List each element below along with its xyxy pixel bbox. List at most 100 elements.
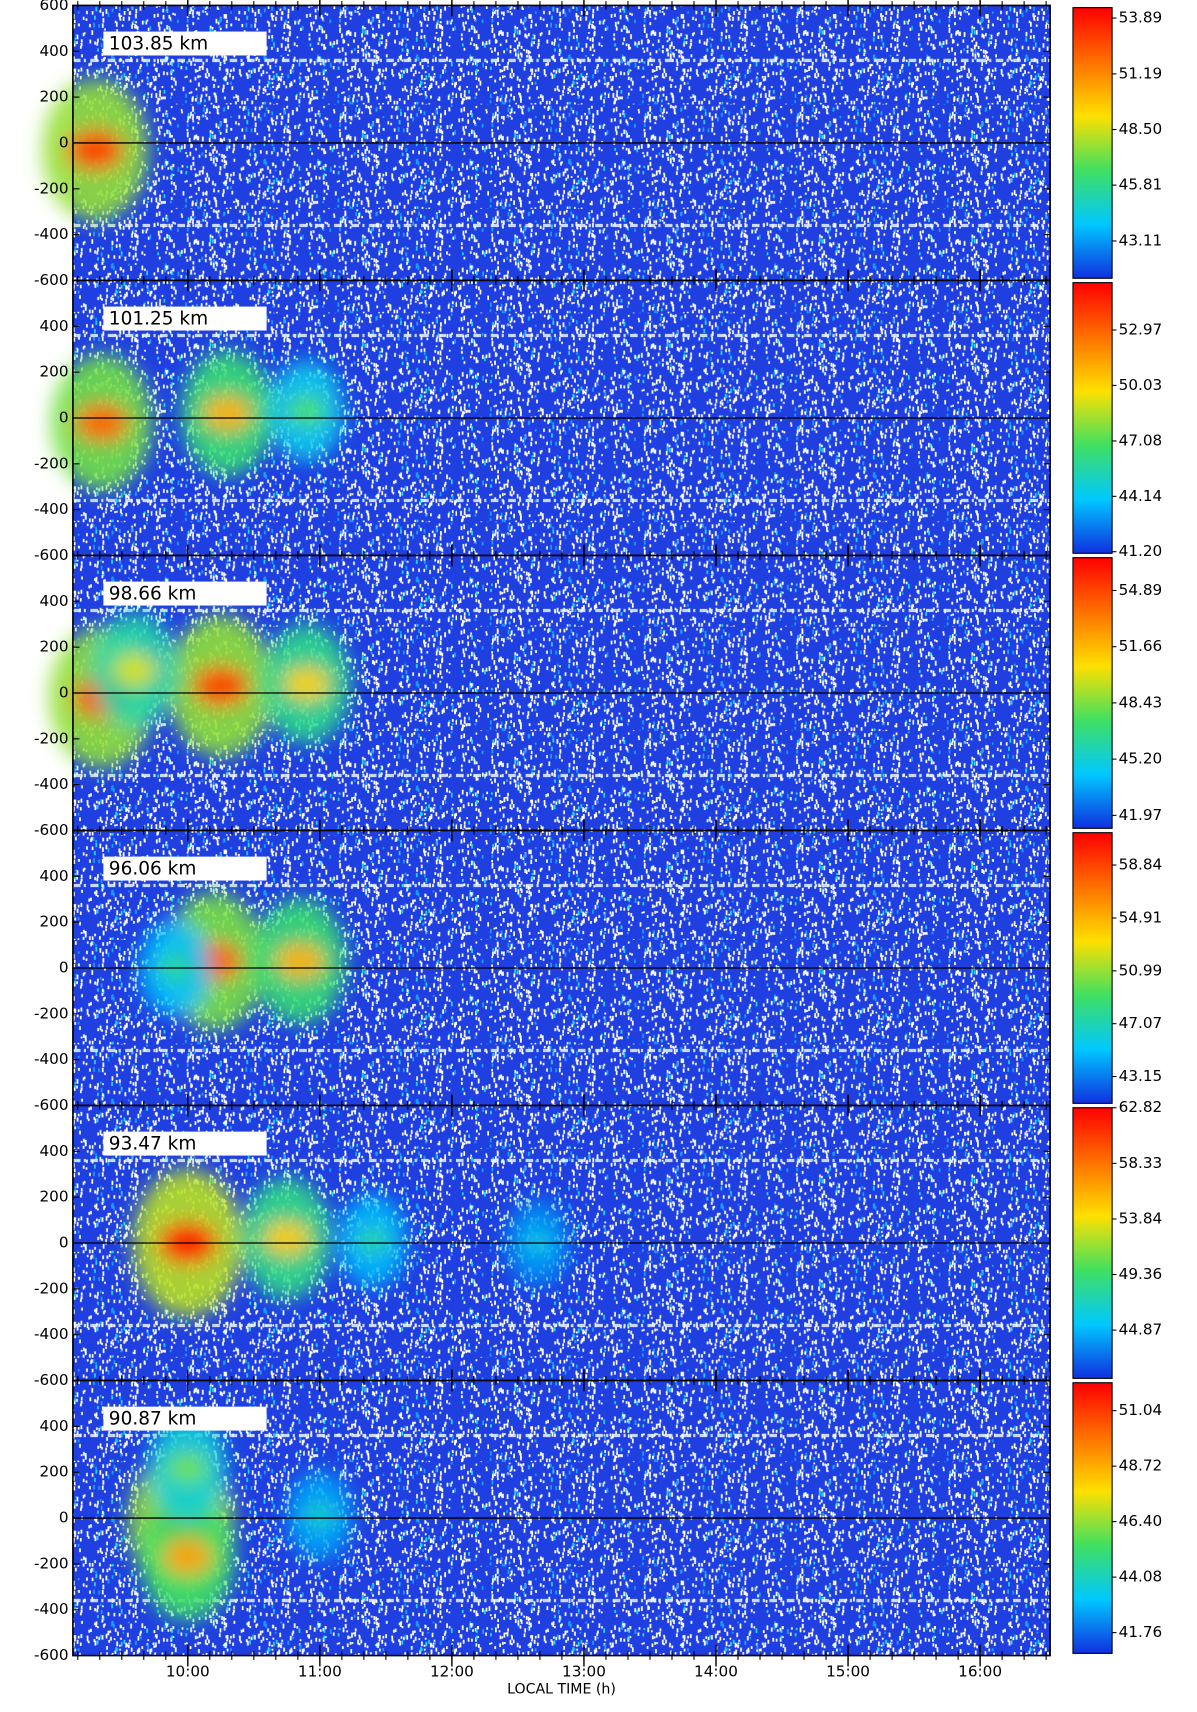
panel: -600 -400 -200 0 200 400 600 103.85 km 53.89 51.1…: [34, 0, 1163, 292]
peaks: [49, 612, 352, 769]
x-tick-label: 13:00: [562, 1662, 606, 1680]
panel-label: 93.47 km: [109, 1134, 197, 1155]
colorbar-label: 48.72: [1119, 1457, 1163, 1475]
colorbar-label: 43.11: [1119, 231, 1163, 249]
colorbar-label: 58.84: [1119, 856, 1163, 874]
y-tick-label: -600: [34, 271, 69, 289]
colorbar: [1072, 557, 1113, 829]
peak-core: [275, 943, 325, 979]
y-tick-label: 400: [39, 592, 68, 610]
y-tick-label: 200: [39, 88, 68, 106]
peaks: [51, 350, 344, 491]
peaks: [42, 78, 149, 222]
colorbar-label: 41.97: [1119, 806, 1163, 824]
colorbar-label: 53.89: [1119, 9, 1163, 27]
peak-core: [74, 403, 129, 442]
y-tick-label: 0: [59, 1234, 69, 1252]
x-tick-label: 11:00: [298, 1662, 342, 1680]
colorbar: [1072, 1107, 1113, 1379]
colorbar: [1072, 1382, 1113, 1654]
y-tick-label: 400: [39, 42, 68, 60]
label-box: [103, 581, 267, 606]
y-tick-label: -600: [34, 1646, 69, 1664]
colorbar-label: 51.19: [1119, 64, 1163, 82]
y-tick-label: 400: [39, 317, 68, 335]
y-tick-label: 0: [59, 408, 69, 426]
colorbar-label: 49.36: [1119, 1265, 1163, 1283]
colorbar-label: 44.87: [1119, 1321, 1163, 1339]
colorbar-label: 41.76: [1119, 1623, 1163, 1641]
y-tick-label: 0: [59, 959, 69, 977]
y-tick-label: -400: [34, 1325, 69, 1343]
x-tick-label: 10:00: [166, 1662, 210, 1680]
peak-core: [192, 665, 249, 707]
peaks: [139, 892, 347, 1031]
colorbar-label: 45.81: [1119, 176, 1163, 194]
peak-core: [303, 1503, 337, 1529]
colorbar-label: 52.97: [1119, 321, 1163, 339]
label-box: [103, 1406, 267, 1431]
colorbar-label: 62.82: [1119, 1098, 1163, 1116]
x-tick-label: 15:00: [826, 1662, 870, 1680]
y-tick-label: -200: [34, 1279, 69, 1297]
y-tick-label: -600: [34, 546, 69, 564]
peak-core: [113, 654, 157, 687]
peak-core: [283, 666, 330, 701]
peak-core: [287, 397, 326, 426]
panel: -600 -400 -200 0 200 400 101.25 km 52.97 50.03 47…: [34, 269, 1163, 567]
colorbar-label: 44.08: [1119, 1568, 1163, 1586]
peaks: [128, 1415, 353, 1621]
y-tick-label: 0: [59, 683, 69, 701]
y-tick-label: 400: [39, 867, 68, 885]
colorbar-label: 43.15: [1119, 1067, 1163, 1085]
y-tick-label: 0: [59, 1509, 69, 1527]
y-tick-label: -400: [34, 500, 69, 518]
panel-label: 103.85 km: [109, 34, 208, 55]
colorbar-label: 50.99: [1119, 961, 1163, 979]
panel: -600 -400 -200 0 200 400 93.47 km 62.82 58.33 53.…: [34, 1094, 1163, 1392]
colorbar-label: 53.84: [1119, 1210, 1163, 1228]
y-tick-label: -600: [34, 1096, 69, 1114]
colorbar-label: 41.20: [1119, 542, 1163, 560]
y-tick-label: -400: [34, 775, 69, 793]
label-box: [103, 31, 267, 56]
panel-label: 96.06 km: [109, 859, 197, 880]
y-tick-label: -600: [34, 821, 69, 839]
y-tick-label: 200: [39, 913, 68, 931]
peak-core: [168, 1453, 208, 1483]
colorbar: [1072, 832, 1113, 1104]
y-tick-label: 400: [39, 1142, 68, 1160]
y-tick-label: -200: [34, 179, 69, 197]
peak-core: [263, 1221, 311, 1256]
y-tick-label: -400: [34, 1050, 69, 1068]
colorbar: [1072, 282, 1113, 554]
colorbar-label: 54.91: [1119, 908, 1163, 926]
y-tick-label: 200: [39, 1188, 68, 1206]
panel: -600 -400 -200 0 200 400 96.06 km 58.84 54.91 50.…: [34, 819, 1163, 1117]
panel: -600 -400 -200 0 200 400 98.66 km 54.89 51.66 48.…: [34, 544, 1163, 842]
peak-core: [162, 1539, 213, 1576]
colorbar-label: 48.50: [1119, 120, 1163, 138]
y-tick-label: -400: [34, 1600, 69, 1618]
colorbar-label: 46.40: [1119, 1512, 1163, 1530]
peaks: [132, 1168, 570, 1318]
panel: -600 -400 -200 0 200 400 90.87 km 51.04 48.72 46.…: [34, 1369, 1163, 1667]
y-tick-label: -400: [34, 225, 69, 243]
peak-core: [203, 395, 252, 432]
colorbar-label: 51.04: [1119, 1401, 1163, 1419]
y-tick-label: -200: [34, 729, 69, 747]
colorbar-label: 47.07: [1119, 1014, 1163, 1032]
colorbar-label: 51.66: [1119, 637, 1163, 655]
label-box: [103, 856, 267, 881]
label-box: [103, 306, 267, 331]
panel-label: 98.66 km: [109, 584, 197, 605]
peak-core: [67, 129, 124, 171]
colorbar-label: 54.89: [1119, 581, 1163, 599]
x-tick-label: 14:00: [694, 1662, 738, 1680]
y-tick-label: -200: [34, 1004, 69, 1022]
colorbar-label: 47.08: [1119, 431, 1163, 449]
panel-label: 101.25 km: [109, 309, 208, 330]
y-tick-label: 200: [39, 638, 68, 656]
panel-label: 90.87 km: [109, 1409, 197, 1430]
